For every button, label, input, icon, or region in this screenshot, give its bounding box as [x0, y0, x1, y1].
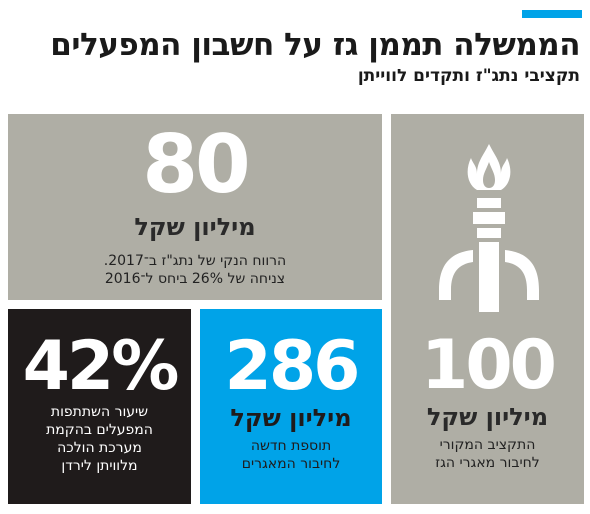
page-title: הממשלה תממן גז על חשבון המפעלים — [50, 27, 580, 63]
factories-share-description: שיעור השתתפות המפעלים בהקמת מערכת הולכה … — [12, 403, 187, 475]
net-profit-description: הרווח הנקי של נתג"ז ב־2017. צניחה של 26%… — [12, 252, 378, 288]
original-budget-description: התקציב המקורי לחיבור מאגרי הגז — [395, 436, 580, 472]
original-budget-unit: מיליון שקל — [426, 403, 549, 431]
original-budget-number: 100 — [421, 326, 557, 405]
accent-bar — [522, 10, 582, 18]
new-addition-desc-line: לחיבור המאגרים — [241, 456, 341, 472]
factories-share-desc-line: שיעור השתתפות — [50, 404, 149, 420]
new-addition-unit: מיליון שקל — [230, 404, 352, 432]
net-profit-number: 80 — [142, 118, 250, 211]
original-budget-desc-line: התקציב המקורי — [439, 437, 536, 453]
factories-share-desc-line: מלוויתן לירדן — [61, 458, 138, 474]
factories-share-panel: 42% שיעור השתתפות המפעלים בהקמת מערכת הו… — [8, 309, 191, 504]
new-addition-number: 286 — [224, 327, 361, 406]
gas-flame-pipe-icon — [439, 144, 539, 312]
net-profit-desc-line: צניחה של 26% ביחס ל־2016 — [104, 271, 286, 287]
new-addition-description: תוספת חדשה לחיבור המאגרים — [204, 437, 378, 473]
page-subtitle: תקציבי נתג"ז ותקדים לווייתן — [357, 66, 580, 86]
factories-share-desc-line: המפעלים בהקמת — [46, 422, 153, 438]
factories-share-desc-line: מערכת הולכה — [57, 440, 142, 456]
net-profit-unit: מיליון שקל — [134, 213, 256, 241]
net-profit-panel: 80 מיליון שקל הרווח הנקי של נתג"ז ב־2017… — [8, 114, 382, 300]
new-addition-panel: 286 מיליון שקל תוספת חדשה לחיבור המאגרים — [200, 309, 382, 504]
original-budget-desc-line: לחיבור מאגרי הגז — [435, 455, 540, 471]
new-addition-desc-line: תוספת חדשה — [250, 438, 332, 454]
original-budget-panel: 100 מיליון שקל התקציב המקורי לחיבור מאגר… — [391, 114, 584, 504]
net-profit-desc-line: הרווח הנקי של נתג"ז ב־2017. — [103, 253, 287, 269]
factories-share-number: 42% — [22, 327, 180, 406]
